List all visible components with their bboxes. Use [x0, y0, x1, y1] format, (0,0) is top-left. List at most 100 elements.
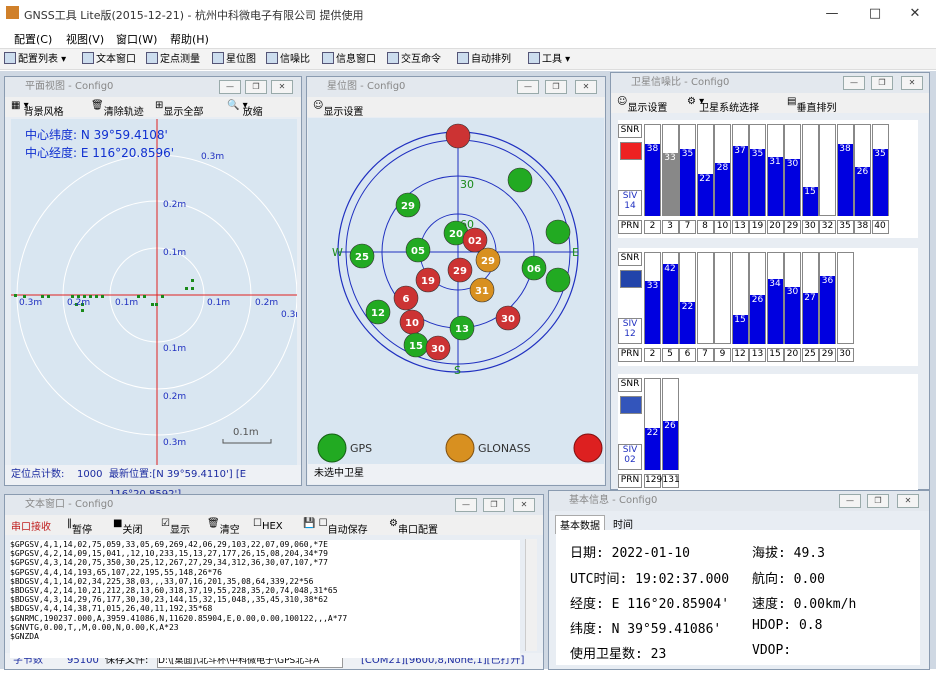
window-icon	[457, 52, 469, 64]
sky-restore-button[interactable]: ❐	[545, 80, 567, 94]
satellite-marker[interactable]: 29	[475, 247, 501, 273]
snr-restore-button[interactable]: ❐	[871, 76, 893, 90]
log-line: $GPGSV,4,2,14,09,15,041,,12,10,233,15,13…	[10, 549, 328, 559]
satellite-marker[interactable]: 25	[349, 243, 375, 269]
satellite-marker[interactable]: 05	[405, 237, 431, 263]
text-close-button[interactable]: ✕	[513, 498, 535, 512]
pause-button[interactable]: ‖ 暂停	[67, 518, 92, 536]
tools-button[interactable]: 工具 ▾	[528, 52, 570, 68]
satellite-marker[interactable]: 15	[403, 332, 429, 358]
satellite-id: 29	[401, 201, 415, 212]
info-minimize-button[interactable]: —	[839, 494, 861, 508]
ring-label-y-03: 0.3m	[201, 152, 224, 162]
tab-basic-data[interactable]: 基本数据	[555, 515, 605, 534]
satellite-id: 13	[455, 324, 469, 335]
wrench-icon	[528, 52, 540, 64]
snr-bar: 35	[872, 149, 888, 216]
serial-receive-button[interactable]: 串口接收	[11, 522, 51, 533]
snr-button[interactable]: 信噪比	[266, 52, 310, 68]
hex-checkbox[interactable]: ☐ HEX	[253, 518, 283, 532]
plane-close-button[interactable]: ✕	[271, 80, 293, 94]
zoom-button[interactable]: 🔍 放缩 ▾	[227, 100, 263, 118]
sky-view-button[interactable]: 星位图	[212, 52, 256, 68]
sky-minimize-button[interactable]: —	[517, 80, 539, 94]
snr-bar: 38	[837, 144, 853, 216]
bg-style-button[interactable]: ▦ 背景风格 ▾	[11, 100, 64, 118]
log-line: $BDGSV,4,2,14,10,21,212,28,13,60,318,37,…	[10, 586, 338, 596]
maximize-icon[interactable]: □	[868, 6, 882, 21]
log-scrollbar[interactable]	[525, 539, 537, 651]
satellite-marker[interactable]: 13	[449, 315, 475, 341]
clear-button[interactable]: 🗑 清空	[207, 518, 240, 536]
menu-view[interactable]: 视图(V)	[66, 33, 105, 46]
satellite-marker[interactable]	[507, 167, 533, 193]
minimize-icon[interactable]: —	[825, 6, 839, 21]
menu-window[interactable]: 窗口(W)	[116, 33, 158, 46]
satellite-marker[interactable]: 30	[495, 305, 521, 331]
vertical-arrange-button[interactable]: ▤ 垂直排列	[787, 96, 837, 114]
close-port-button[interactable]: ■ 关闭	[113, 518, 143, 536]
menu-config[interactable]: 配置(C)	[14, 33, 53, 46]
plane-minimize-button[interactable]: —	[219, 80, 241, 94]
ring-label-x-02: 0.2m	[255, 298, 278, 308]
prn-cell: 10	[714, 220, 731, 234]
close-icon[interactable]: ✕	[909, 6, 921, 21]
auto-arrange-button[interactable]: 自动排列	[457, 52, 511, 68]
command-icon	[387, 52, 399, 64]
sky-status: 未选中卫星	[308, 464, 604, 484]
satellite-marker[interactable]: 10	[399, 309, 425, 335]
prn-cell: 32	[819, 220, 836, 234]
tab-time[interactable]: 时间	[613, 520, 633, 531]
satellite-marker[interactable]: 06	[521, 255, 547, 281]
satellite-marker[interactable]	[445, 123, 471, 149]
show-all-button[interactable]: ⊞ 显示全部	[155, 100, 204, 118]
snr-close-button[interactable]: ✕	[901, 76, 923, 90]
snr-bar: 34	[767, 279, 783, 344]
sky-display-settings-button[interactable]: ☺ 显示设置	[313, 100, 364, 118]
satellite-marker[interactable]: 02	[462, 227, 488, 253]
snr-group: SNR SIV 14 PRN 38 2 33 3 35 7 22 8 28 10 37 13 35 19 31 20 3…	[618, 120, 918, 238]
snr-display-settings-button[interactable]: ☺ 显示设置	[617, 96, 668, 114]
display-checkbox[interactable]: ☑ 显示	[161, 518, 190, 536]
info-close-button[interactable]: ✕	[897, 494, 919, 508]
info-title: 基本信息 - Config0	[549, 491, 929, 511]
satellite-marker[interactable]: 31	[469, 277, 495, 303]
plane-restore-button[interactable]: ❐	[245, 80, 267, 94]
sky-close-button[interactable]: ✕	[575, 80, 597, 94]
info-content: 日期: 2022-01-10 海拔: 49.3 UTC时间: 19:02:37.…	[556, 530, 920, 665]
snr-minimize-button[interactable]: —	[843, 76, 865, 90]
info-restore-button[interactable]: ❐	[867, 494, 889, 508]
satellite-marker[interactable]: 19	[415, 267, 441, 293]
clear-track-button[interactable]: 🗑 清除轨迹	[91, 100, 144, 118]
satellite-id: 05	[411, 246, 425, 257]
port-config-button[interactable]: ⚙ 串口配置	[389, 518, 438, 536]
prn-label: PRN	[618, 220, 642, 234]
system-select-button[interactable]: ⚙ 卫星系统选择 ▾	[687, 96, 760, 114]
satellite-marker[interactable]	[545, 267, 571, 293]
fix-measure-button[interactable]: 定点测量	[146, 52, 200, 68]
text-window-button[interactable]: 文本窗口	[82, 52, 136, 68]
satellite-marker[interactable]: 6	[393, 285, 419, 311]
prn-cell: 8	[696, 220, 714, 234]
prn-cell: 3	[661, 220, 679, 234]
altitude-value: 海拔: 49.3	[752, 546, 825, 561]
snr-bar: 30	[785, 287, 800, 344]
text-restore-button[interactable]: ❐	[483, 498, 505, 512]
satellite-marker[interactable]: 29	[447, 257, 473, 283]
satellite-marker[interactable]: 12	[365, 299, 391, 325]
auto-save-checkbox[interactable]: 💾 ☐ 自动保存	[303, 518, 368, 536]
plane-view-window: 平面视图 - Config0 — ❐ ✕ ▦ 背景风格 ▾ 🗑 清除轨迹 ⊞ 显…	[4, 76, 302, 500]
text-minimize-button[interactable]: —	[455, 498, 477, 512]
menu-help[interactable]: 帮助(H)	[170, 33, 209, 46]
satellite-marker[interactable]: 20	[443, 220, 469, 246]
info-window-button[interactable]: 信息窗口	[322, 52, 376, 68]
ring-label-y-m01: 0.1m	[163, 344, 186, 354]
config-list-button[interactable]: 配置列表 ▾	[4, 52, 66, 68]
ring-label-x-m01: 0.1m	[115, 298, 138, 308]
interactive-command-button[interactable]: 交互命令	[387, 52, 441, 68]
log-line: $GPGSV,4,4,14,193,65,107,22,195,55,148,2…	[10, 567, 222, 577]
satellite-marker[interactable]: 30	[425, 335, 451, 361]
satellite-marker[interactable]	[545, 219, 571, 245]
prn-cell: 9	[714, 348, 731, 362]
satellite-marker[interactable]: 29	[395, 192, 421, 218]
